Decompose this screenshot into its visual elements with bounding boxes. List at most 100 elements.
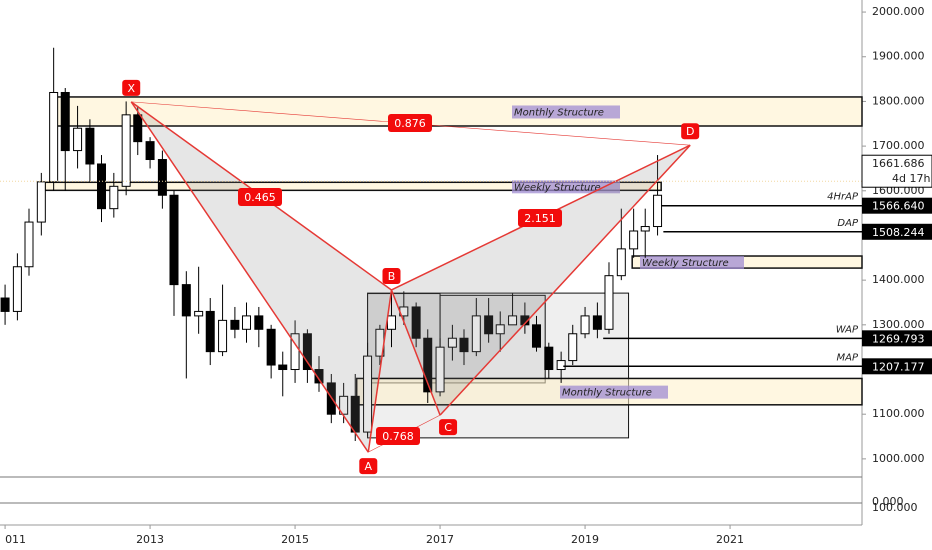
candle-body xyxy=(314,369,324,384)
zone-label-bg xyxy=(512,105,620,119)
zone-label-bg xyxy=(560,385,668,399)
pattern-point-bg xyxy=(359,458,378,475)
candle-body xyxy=(0,297,10,312)
candle-body xyxy=(241,315,251,330)
candle-body xyxy=(254,315,264,330)
level-tag-label: 1207.177 xyxy=(872,360,925,373)
y-tick-label: 1900.000 xyxy=(872,50,925,63)
candle-body xyxy=(230,319,240,330)
pattern-leg xyxy=(390,289,441,416)
zone-label: Weekly Structure xyxy=(514,182,601,193)
candle-body xyxy=(568,333,578,362)
candle-body xyxy=(423,337,433,393)
zone-label-bg xyxy=(640,256,744,270)
ratio-bg xyxy=(388,114,432,132)
pattern-leg xyxy=(130,101,369,453)
candle-body xyxy=(302,333,312,371)
candle-body xyxy=(653,194,663,228)
pattern-point-label: A xyxy=(365,460,373,473)
y-tick-label: 1400.000 xyxy=(872,273,925,286)
zone-label-bg xyxy=(512,180,620,194)
ratio-label: 2.151 xyxy=(524,212,556,225)
candle-body xyxy=(604,275,614,330)
structure-zone xyxy=(51,96,863,127)
candle-body xyxy=(386,315,396,330)
pattern-fill xyxy=(391,145,691,416)
candle-body xyxy=(218,319,228,353)
level-name: 4HrAP xyxy=(827,192,859,203)
candle-body xyxy=(520,315,530,326)
candle-body xyxy=(194,310,204,317)
pattern-fill xyxy=(131,101,392,453)
candle-body xyxy=(290,333,300,371)
countdown-label: 4d 17h xyxy=(892,172,930,185)
candle-body xyxy=(36,181,46,223)
ratio-label: 0.876 xyxy=(394,117,426,130)
candle-body xyxy=(133,114,143,143)
level-tag-label: 1269.793 xyxy=(872,332,925,345)
candle-body xyxy=(411,306,421,339)
last-price-label: 1661.686 xyxy=(872,157,925,170)
zone-label: Monthly Structure xyxy=(562,388,652,399)
candle-body xyxy=(339,395,349,415)
level-name: WAP xyxy=(836,324,859,335)
pane-label: 100.000 xyxy=(872,501,918,514)
candle-body xyxy=(266,328,276,366)
pattern-leg xyxy=(439,144,691,416)
ratio-label: 0.465 xyxy=(244,191,276,204)
candle-body xyxy=(447,337,457,348)
x-tick-label: 2019 xyxy=(571,533,599,546)
candle-body xyxy=(363,355,373,433)
pattern-point-label: X xyxy=(127,82,135,95)
candle-body xyxy=(278,364,288,371)
pattern-point-label: D xyxy=(686,125,694,138)
pattern-point-label: C xyxy=(444,421,452,434)
zone-label: Monthly Structure xyxy=(514,107,604,118)
level-tag xyxy=(862,223,932,240)
candle-body xyxy=(629,230,639,250)
x-tick-label: 2017 xyxy=(426,533,454,546)
candle-body xyxy=(85,127,95,165)
candle-body xyxy=(459,337,469,353)
level-tag xyxy=(862,197,932,214)
ratio-bg xyxy=(238,188,282,206)
candle-body xyxy=(24,221,34,268)
candle-body xyxy=(435,346,445,393)
candle-body xyxy=(121,114,131,187)
candle-body xyxy=(145,141,155,161)
candle-body xyxy=(12,266,22,312)
x-tick-label: 2015 xyxy=(281,533,309,546)
candle-body xyxy=(616,248,626,277)
x-tick-label: 011 xyxy=(5,533,26,546)
candle-body xyxy=(205,310,215,353)
candle-body xyxy=(157,159,167,196)
x-tick-label: 2013 xyxy=(136,533,164,546)
level-name: MAP xyxy=(837,352,859,363)
level-tag xyxy=(862,358,932,375)
y-tick-label: 1800.000 xyxy=(872,94,925,107)
y-tick-label: 2000.000 xyxy=(872,5,925,18)
ratio-bg xyxy=(518,209,562,227)
pane-label: 0.000 xyxy=(872,495,904,508)
last-price-tag xyxy=(861,154,932,188)
pattern-point-bg xyxy=(382,267,401,284)
candle-body xyxy=(592,315,602,330)
y-tick-label: 1100.000 xyxy=(872,407,925,420)
pattern-point-label: B xyxy=(388,270,396,283)
candle-body xyxy=(640,226,650,232)
candle-body xyxy=(49,91,59,183)
candle-body xyxy=(556,360,566,371)
pattern-point-bg xyxy=(122,79,141,96)
candle-body xyxy=(181,284,191,317)
y-tick-label: 1300.000 xyxy=(872,318,925,331)
candle-body xyxy=(60,91,70,152)
candle-body xyxy=(580,315,590,335)
candle-body xyxy=(508,315,518,326)
candle-body xyxy=(471,315,481,353)
pattern-point-bg xyxy=(681,123,700,140)
candle-body xyxy=(73,127,83,152)
y-tick-label: 1700.000 xyxy=(872,139,925,152)
ratio-bg xyxy=(376,427,420,445)
